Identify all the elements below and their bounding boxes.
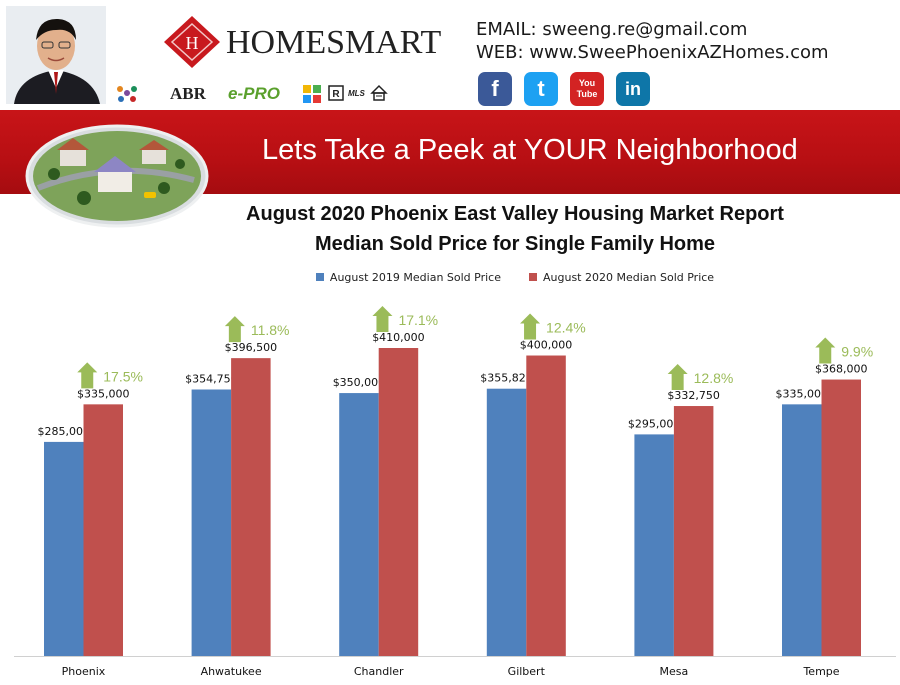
data-label: $410,000 bbox=[372, 331, 425, 344]
data-label: $400,000 bbox=[520, 339, 573, 352]
agent-photo bbox=[6, 6, 106, 104]
legend-swatch bbox=[529, 273, 537, 281]
category-label: Ahwatukee bbox=[201, 665, 262, 678]
mls-badge: MLS bbox=[348, 89, 365, 98]
data-label: $368,000 bbox=[815, 363, 868, 376]
data-label: $295,000 bbox=[628, 417, 681, 430]
bar bbox=[339, 393, 379, 656]
email-line[interactable]: EMAIL: sweeng.re@gmail.com bbox=[476, 19, 748, 40]
youtube-icon[interactable]: You Tube bbox=[570, 72, 604, 106]
percent-change-label: 11.8% bbox=[251, 322, 290, 338]
equal-housing-icon bbox=[370, 82, 388, 106]
diversity-icon bbox=[302, 82, 322, 106]
up-arrow-icon bbox=[815, 337, 836, 364]
brand-logo: H HOMESMART bbox=[160, 14, 441, 70]
up-arrow-icon bbox=[667, 364, 688, 391]
percent-change-label: 17.5% bbox=[103, 368, 143, 384]
brand-name: HOMESMART bbox=[226, 24, 442, 61]
legend-swatch bbox=[315, 273, 324, 281]
percent-change-label: 12.4% bbox=[546, 320, 586, 336]
category-label: Gilbert bbox=[508, 665, 546, 678]
category-label: Tempe bbox=[802, 665, 839, 678]
up-arrow-icon bbox=[372, 306, 393, 332]
percent-change-label: 9.9% bbox=[841, 344, 873, 360]
legend-entry: August 2020 Median Sold Price bbox=[529, 271, 714, 284]
chart-subtitle: Median Sold Price for Single Family Home bbox=[314, 233, 716, 255]
data-label: $335,000 bbox=[77, 387, 130, 400]
certification-badges: ABR e-PRO R MLS bbox=[116, 82, 396, 106]
chart-legend: August 2019 Median Sold Price August 2020… bbox=[0, 271, 900, 284]
twitter-icon[interactable]: t bbox=[524, 72, 558, 106]
bar bbox=[782, 404, 822, 656]
data-label: $332,750 bbox=[667, 389, 720, 402]
category-label: Chandler bbox=[354, 665, 404, 678]
legend-label: August 2020 Median Sold Price bbox=[543, 271, 715, 284]
data-label: $354,750 bbox=[185, 373, 238, 386]
percent-change-label: 17.1% bbox=[398, 312, 438, 328]
up-arrow-icon bbox=[520, 313, 541, 340]
homesmart-diamond-icon: H bbox=[164, 16, 220, 68]
bar bbox=[378, 348, 419, 656]
graduate-realtor-icon bbox=[116, 82, 138, 106]
data-label: $335,000 bbox=[776, 387, 829, 400]
facebook-icon[interactable]: f bbox=[478, 72, 512, 106]
category-label: Phoenix bbox=[62, 665, 106, 678]
bar bbox=[634, 434, 674, 656]
social-links: f t You Tube in bbox=[478, 72, 658, 108]
bar bbox=[191, 389, 232, 656]
bar bbox=[44, 441, 84, 656]
data-label: $396,500 bbox=[225, 341, 278, 354]
contact-info: EMAIL: sweeng.re@gmail.com WEB: www.Swee… bbox=[476, 18, 829, 64]
percent-change-label: 12.8% bbox=[694, 370, 734, 386]
web-line[interactable]: WEB: www.SweePhoenixAZHomes.com bbox=[476, 42, 829, 63]
bar bbox=[486, 388, 527, 656]
linkedin-icon[interactable]: in bbox=[616, 72, 650, 106]
bar bbox=[673, 406, 714, 656]
abr-badge: ABR bbox=[170, 84, 206, 103]
chart-title: August 2020 Phoenix East Valley Housing … bbox=[246, 203, 784, 225]
svg-text:H: H bbox=[186, 33, 199, 53]
bar bbox=[821, 379, 861, 656]
up-arrow-icon bbox=[77, 362, 98, 389]
realtor-r-icon: R bbox=[328, 82, 344, 106]
legend-entry: August 2019 Median Sold Price bbox=[315, 271, 501, 284]
bar bbox=[231, 358, 271, 656]
legend-label: August 2019 Median Sold Price bbox=[329, 271, 501, 284]
data-label: $355,825 bbox=[480, 372, 533, 385]
epro-badge: e-PRO bbox=[228, 84, 280, 103]
data-label: $285,000 bbox=[38, 425, 91, 438]
bar bbox=[526, 355, 566, 656]
neighborhood-globe-icon bbox=[24, 118, 210, 228]
bar bbox=[83, 404, 123, 656]
header: H HOMESMART ABR e-PRO R MLS EMAIL: sween… bbox=[0, 0, 900, 110]
up-arrow-icon bbox=[224, 316, 245, 343]
banner-text: Lets Take a Peek at YOUR Neighborhood bbox=[262, 134, 798, 166]
data-label: $350,000 bbox=[333, 376, 386, 389]
svg-text:R: R bbox=[332, 89, 340, 100]
category-label: Mesa bbox=[660, 665, 689, 678]
